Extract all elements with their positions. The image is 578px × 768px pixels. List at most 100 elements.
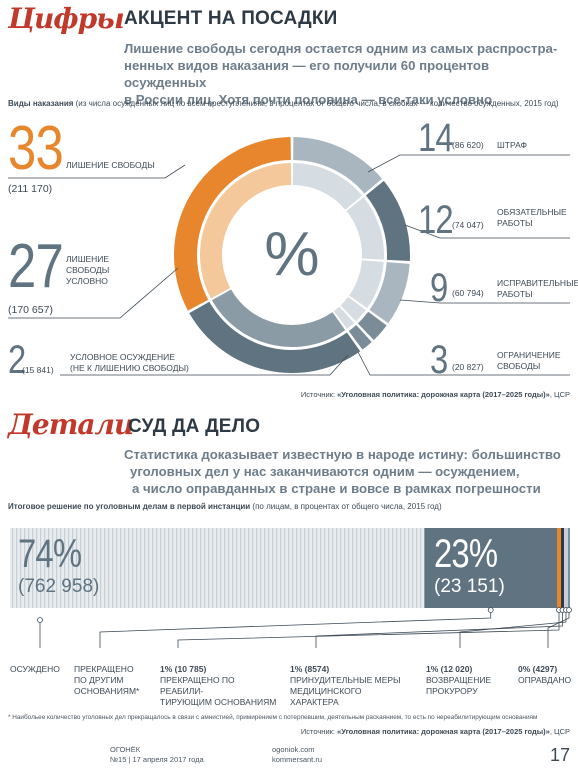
source-1-bold: «Уголовная политика: дорожная карта (201… (337, 390, 550, 399)
bar-leader-dot (37, 617, 43, 623)
ring-slice (348, 325, 372, 350)
bar-segment (424, 528, 557, 608)
lead-2-line: Статистика доказывает известную в народе… (124, 447, 561, 462)
value-shtraf: 14 (418, 116, 454, 160)
ring-inner-slice (211, 289, 346, 348)
footer-site1: ogoniok.com (272, 745, 315, 754)
bar-label-osuzhdeno: ОСУЖДЕНО (10, 664, 60, 675)
caption-2-rest: (по лицам, в процентах от общего числа, … (250, 502, 442, 511)
bar-leader-line (547, 610, 570, 648)
ring-chart: % (8, 137, 570, 376)
ring-slice (174, 137, 291, 311)
bar-segment (10, 528, 425, 608)
leader-line (8, 164, 186, 179)
ring-inner-slice (346, 197, 384, 260)
ring-inner-slice (200, 163, 292, 299)
bar-label-text: ОСУЖДЕНО (10, 664, 60, 674)
count-obyazat: (74 047) (452, 220, 484, 230)
caption-1-rest: (из числа осужденных лиц по всем преступ… (73, 99, 559, 108)
bar-label-pre: 1% (12 020) (426, 664, 473, 674)
headline-1: АКЦЕНТ НА ПОСАДКИ (124, 8, 338, 29)
value-obyazat: 12 (418, 198, 454, 242)
caption-2-bold: Итоговое решение по уголовным делам в пе… (8, 502, 251, 511)
value-uslovno: 27 (8, 232, 64, 301)
lead-2-line: а число оправданных в стране и вовсе в р… (132, 481, 541, 496)
bar-segment (564, 528, 568, 608)
lead-1-line: в России лиц. Хотя почти половина — все-… (124, 92, 493, 107)
bar-leader-line (177, 610, 560, 648)
lead-1: Лишение свободы сегодня остается одним и… (124, 40, 574, 108)
label-uslovno: ЛИШЕНИЕ СВОБОДЫ УСЛОВНО (66, 254, 110, 286)
footer-mag: ОГОНЁК №15 | 17 апреля 2017 года (110, 745, 204, 765)
bar-leader-line (315, 610, 563, 648)
leader-line (60, 354, 349, 376)
leader-line (404, 224, 570, 239)
source-2-prefix: Источник: (300, 727, 338, 736)
bar-label-reabil: 1% (10 785) ПРЕКРАЩЕНО ПО РЕАБИЛИ- ТИРУЮЩИ… (160, 664, 277, 707)
lead-2-line: уголовных дел у нас заканчиваются одним … (130, 464, 520, 479)
bar-leader-line (99, 610, 492, 648)
bar-label-opravdano: 0% (4297) ОПРАВДАНО (518, 664, 578, 686)
ring-slice (189, 301, 361, 373)
label-uslovnoe: УСЛОВНОЕ ОСУЖДЕНИЕ (НЕ К ЛИШЕНИЮ СВОБОДЫ) (70, 352, 189, 373)
ring-slice (357, 311, 387, 341)
value-prekrascheno: 23% (434, 532, 498, 576)
count-osuzhdeno: (762 958) (18, 576, 100, 597)
ring-inner-slice (340, 296, 366, 322)
bar-segment (568, 528, 570, 608)
ring-inner-slice (292, 163, 363, 210)
caption-1: Виды наказания (из числа осужденных лиц … (8, 99, 559, 108)
ring-inner-slice (333, 306, 355, 329)
bar-label-med: 1% (8574) ПРИНУДИТЕЛЬНЫЕ МЕРЫ МЕДИЦИНСКОГО… (290, 664, 401, 707)
label-shtraf: ШТРАФ (497, 140, 527, 150)
label-lishenie: ЛИШЕНИЕ СВОБОДЫ (66, 160, 155, 170)
leader-line (357, 351, 570, 376)
ring-slice (293, 137, 383, 194)
value-uslovnoe: 2 (8, 338, 26, 382)
bar-segment (557, 528, 561, 608)
footer-issue: №15 | 17 апреля 2017 года (110, 755, 204, 764)
footer-site2: kommersant.ru (272, 755, 323, 764)
value-ispravit: 9 (430, 266, 448, 310)
value-lishenie: 33 (8, 114, 64, 183)
count-prekrascheno: (23 151) (434, 576, 505, 597)
leader-line (399, 299, 570, 304)
footnote: * Наибольее количество уголовных дел пре… (8, 714, 538, 721)
count-ispravit: (60 794) (452, 288, 484, 298)
headline-2: СУД ДА ДЕЛО (128, 416, 261, 437)
caption-1-bold: Виды наказания (8, 99, 74, 108)
bar-leader-dot (487, 607, 494, 613)
source-2: Источник: «Уголовная политика: дорожная … (301, 727, 570, 736)
footer-page-number: 17 (549, 745, 570, 765)
source-1: Источник: «Уголовная политика: дорожная … (301, 390, 570, 399)
bar-label-pre: 1% (10 785) (160, 664, 207, 674)
count-lishenie: (211 170) (8, 183, 53, 195)
bar-label-pre: 1% (8574) (290, 664, 330, 674)
footer-sites: ogoniok.com kommersant.ru (272, 745, 322, 765)
center-percent: % (264, 220, 319, 289)
rubric-cifry: Цифры (8, 2, 125, 35)
ring-inner-slice (349, 260, 384, 309)
bar-segment (561, 528, 564, 608)
bar-label-prokuror: 1% (12 020) ВОЗВРАЩЕНИЕ ПРОКУРОРУ (426, 664, 492, 696)
lead-2: Статистика доказывает известную в народе… (124, 446, 574, 497)
count-shtraf: (86 620) (452, 140, 484, 150)
bar-label-text: ПРЕКРАЩЕНО ПО ДРУГИМ ОСНОВАНИЯМ* (74, 664, 140, 696)
label-obyazat: ОБЯЗАТЕЛЬНЫЕ РАБОТЫ (497, 207, 567, 228)
leader-line (367, 154, 570, 173)
caption-2: Итоговое решение по уголовным делам в пе… (8, 502, 442, 511)
count-ogranich: (20 827) (452, 362, 484, 372)
ring-slice (369, 262, 410, 324)
value-ogranich: 3 (430, 338, 448, 382)
ring-slice (365, 180, 410, 261)
bar-label-drugim: ПРЕКРАЩЕНО ПО ДРУГИМ ОСНОВАНИЯМ* (74, 664, 146, 697)
count-uslovnoe: (15 841) (22, 365, 54, 375)
count-uslovno: (170 657) (8, 304, 53, 316)
bar-leader-dot (566, 607, 572, 613)
lead-1-line: Лишение свободы сегодня остается одним и… (124, 41, 558, 56)
footer-mag-name: ОГОНЁК (110, 745, 141, 754)
source-1-prefix: Источник: (300, 390, 338, 399)
lead-1-line: ненных видов наказания — его получили 60… (124, 58, 490, 90)
source-2-bold: «Уголовная политика: дорожная карта (201… (337, 727, 550, 736)
source-2-suffix: , ЦСР (549, 727, 570, 736)
